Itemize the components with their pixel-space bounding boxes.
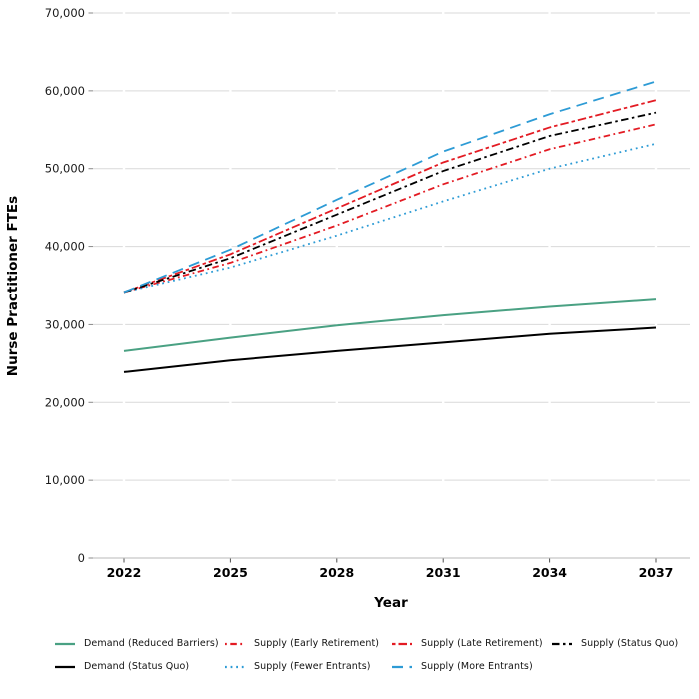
chart-legend: Demand (Reduced Barriers) Supply (Early R… — [0, 630, 699, 690]
legend-item-label: Supply (Fewer Entrants) — [254, 661, 371, 672]
y-axis-title: Nurse Practitioner FTEs — [5, 196, 21, 376]
legend-line-swatch-icon — [552, 642, 572, 645]
axis-ticks — [88, 12, 657, 563]
legend-line-swatch-icon — [225, 642, 245, 645]
y-tick-label: 20,000 — [45, 395, 85, 409]
data-series — [123, 80, 657, 373]
y-tick-label: 70,000 — [45, 6, 85, 20]
legend-item: Demand (Reduced Barriers) — [55, 637, 219, 650]
series-line — [123, 80, 657, 294]
x-tick-label: 2037 — [639, 565, 674, 580]
series-line — [123, 142, 657, 294]
series-line — [123, 298, 657, 352]
x-tick-label: 2025 — [213, 565, 248, 580]
y-tick-label: 10,000 — [45, 473, 85, 487]
x-tick-label: 2022 — [107, 565, 142, 580]
legend-line-swatch-icon — [392, 665, 412, 668]
legend-item-label: Supply (Early Retirement) — [254, 638, 380, 649]
legend-item: Supply (Early Retirement) — [225, 637, 379, 650]
legend-item: Supply (Fewer Entrants) — [225, 660, 371, 673]
legend-item-label: Demand (Status Quo) — [84, 661, 190, 672]
legend-item: Supply (More Entrants) — [392, 660, 533, 673]
x-tick-label: 2028 — [319, 565, 354, 580]
series-line — [123, 111, 657, 294]
legend-item-label: Supply (More Entrants) — [421, 661, 533, 672]
x-tick-label: 2031 — [426, 565, 461, 580]
y-tick-label: 0 — [78, 551, 85, 565]
series-line — [123, 326, 657, 373]
legend-line-swatch-icon — [55, 665, 75, 668]
series-line — [123, 99, 657, 294]
y-tick-label: 40,000 — [45, 240, 85, 254]
legend-item: Demand (Status Quo) — [55, 660, 189, 673]
legend-item: Supply (Late Retirement) — [392, 637, 543, 650]
legend-item-label: Supply (Late Retirement) — [421, 638, 543, 649]
y-tick-label: 50,000 — [45, 162, 85, 176]
legend-line-swatch-icon — [55, 642, 75, 645]
gridlines — [93, 12, 690, 481]
gridline-tick-gaps — [122, 11, 658, 556]
x-tick-labels: 2022 2025 2028 2031 2034 2037 — [107, 565, 674, 580]
series-line — [123, 123, 657, 294]
y-tick-label: 60,000 — [45, 84, 85, 98]
x-tick-label: 2034 — [532, 565, 567, 580]
line-chart: 0 10,000 20,000 30,000 40,000 50,000 60,000 70,… — [5, 6, 690, 611]
legend-item-label: Demand (Reduced Barriers) — [84, 638, 219, 649]
legend-item-label: Supply (Status Quo) — [581, 638, 679, 649]
y-tick-label: 30,000 — [45, 317, 85, 331]
x-axis-title: Year — [373, 595, 408, 611]
legend-item: Supply (Status Quo) — [552, 637, 678, 650]
y-tick-labels: 0 10,000 20,000 30,000 40,000 50,000 60,000 70,… — [45, 6, 85, 565]
legend-line-swatch-icon — [225, 665, 245, 668]
legend-line-swatch-icon — [392, 642, 412, 645]
chart-area: 0 10,000 20,000 30,000 40,000 50,000 60,000 70,… — [5, 6, 690, 611]
